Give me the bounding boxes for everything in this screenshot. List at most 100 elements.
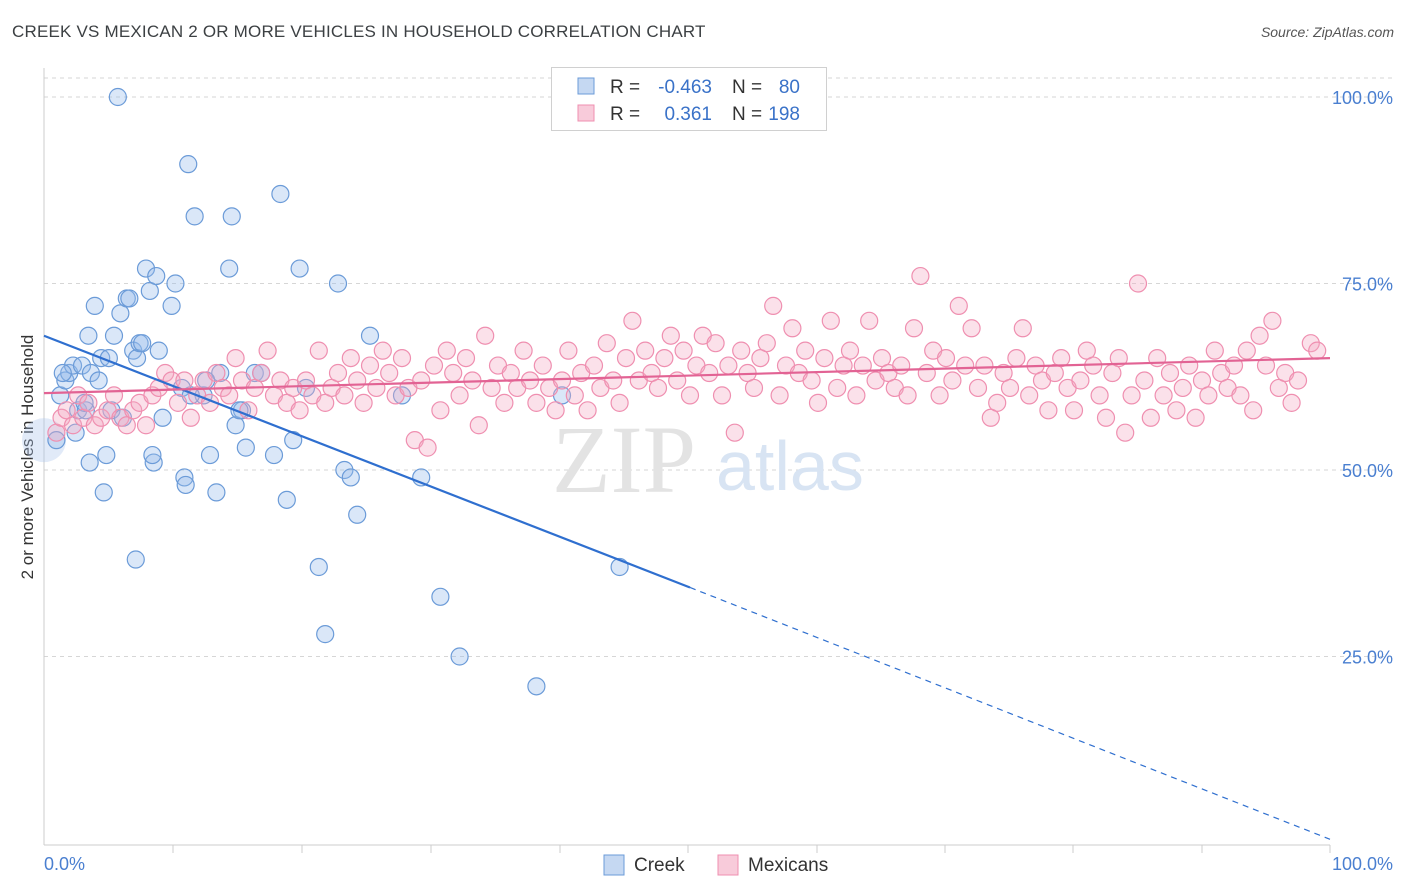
mexicans-point-45 xyxy=(328,363,348,383)
mexicans-point-84 xyxy=(578,401,597,420)
y-tick-label-50: 50.0% xyxy=(1342,461,1393,481)
chart-title: CREEK VS MEXICAN 2 OR MORE VEHICLES IN H… xyxy=(12,22,706,41)
watermark-zip: ZIP xyxy=(552,406,696,513)
creek-point-43 xyxy=(207,483,226,502)
mexicans-point-188 xyxy=(1244,401,1263,420)
creek-point-52 xyxy=(264,445,284,465)
y-tick-label-100: 100.0% xyxy=(1332,88,1393,108)
mexicans-point-107 xyxy=(725,423,744,442)
mexicans-point-65 xyxy=(456,349,476,368)
creek-point-8 xyxy=(76,401,95,420)
mexicans-point-113 xyxy=(764,296,783,315)
y-tick-label-25: 25.0% xyxy=(1342,648,1393,668)
mexicans-point-172 xyxy=(1141,408,1160,427)
mexicans-point-67 xyxy=(469,416,488,435)
mexicans-point-145 xyxy=(968,378,988,398)
creek-point-58 xyxy=(316,625,335,644)
mexicans-point-55 xyxy=(392,349,412,368)
mexicans-point-169 xyxy=(1122,386,1141,405)
mexicans-point-170 xyxy=(1128,274,1148,293)
mexicans-point-99 xyxy=(674,341,693,360)
mexicans-point-82 xyxy=(565,386,584,405)
legend-n-label-creek: N = xyxy=(732,77,762,98)
mexicans-point-125 xyxy=(840,341,860,360)
mexicans-point-174 xyxy=(1154,386,1173,405)
mexicans-point-150 xyxy=(1000,378,1020,398)
mexicans-point-21 xyxy=(175,371,194,390)
mexicans-point-128 xyxy=(860,311,879,330)
mexicans-point-50 xyxy=(360,356,380,375)
mexicans-point-100 xyxy=(680,386,700,405)
mexicans-point-148 xyxy=(988,393,1007,412)
mexicans-point-13 xyxy=(124,401,143,420)
legend-r-value-creek: -0.463 xyxy=(658,77,712,98)
mexicans-point-196 xyxy=(1301,334,1320,353)
creek-point-31 xyxy=(147,266,166,286)
mexicans-point-108 xyxy=(732,341,751,360)
trend-lines xyxy=(43,334,1331,840)
creek-point-12 xyxy=(89,371,108,390)
mexicans-point-95 xyxy=(648,378,668,398)
mexicans-point-53 xyxy=(380,363,399,383)
legend-swatch-mexicans xyxy=(577,104,595,122)
mexicans-point-28 xyxy=(220,386,239,405)
mexicans-trend-line xyxy=(43,357,1331,395)
creek-point-59 xyxy=(328,274,348,293)
mexicans-point-114 xyxy=(770,386,789,405)
mexicans-point-118 xyxy=(796,341,815,360)
mexicans-point-179 xyxy=(1186,408,1205,427)
series-legend: Creek Mexicans xyxy=(0,852,1406,878)
mexicans-point-87 xyxy=(597,334,616,353)
mexicans-point-137 xyxy=(917,363,936,383)
mexicans-point-81 xyxy=(559,341,578,360)
creek-point-46 xyxy=(222,207,241,226)
mexicans-point-186 xyxy=(1231,386,1250,405)
mexicans-point-133 xyxy=(892,356,911,375)
mexicans-point-15 xyxy=(136,416,156,435)
mexicans-point-39 xyxy=(290,401,309,420)
mexicans-point-181 xyxy=(1199,386,1218,405)
creek-point-15 xyxy=(97,445,116,465)
mexicans-point-134 xyxy=(898,386,917,405)
mexicans-point-79 xyxy=(546,401,565,420)
creek-point-23 xyxy=(120,289,139,308)
mexicans-point-34 xyxy=(258,341,277,360)
creek-point-60 xyxy=(335,460,354,480)
creek-point-33 xyxy=(153,408,172,427)
creek-point-74 xyxy=(126,550,145,569)
mexicans-point-116 xyxy=(783,319,802,338)
mexicans-point-167 xyxy=(1109,349,1128,368)
mexicans-point-10 xyxy=(104,386,124,405)
creek-point-57 xyxy=(309,557,328,577)
mexicans-point-119 xyxy=(802,371,821,390)
legend-n-value-mexicans: 198 xyxy=(768,104,800,125)
creek-point-37 xyxy=(175,468,194,487)
legend-n-label-mexicans: N = xyxy=(732,104,762,125)
mexicans-point-165 xyxy=(1096,408,1116,427)
mexicans-point-122 xyxy=(821,311,840,330)
mexicans-point-59 xyxy=(418,438,437,457)
creek-point-44 xyxy=(211,363,230,383)
mexicans-point-141 xyxy=(943,371,962,390)
mexicans-point-74 xyxy=(514,341,533,360)
mexicans-point-77 xyxy=(533,356,552,375)
mexicans-point-146 xyxy=(975,356,994,375)
mexicans-point-187 xyxy=(1237,341,1256,360)
mexicans-point-85 xyxy=(584,356,604,375)
creek-point-14 xyxy=(94,483,113,502)
creek-point-73 xyxy=(80,453,99,472)
axes: 2 or more Vehicles in Household xyxy=(18,68,1331,853)
creek-point-38 xyxy=(176,475,195,495)
mexicans-point-90 xyxy=(616,349,636,368)
creek-points xyxy=(22,87,629,696)
creek-point-19 xyxy=(108,87,127,107)
series-legend-swatch-mexicans xyxy=(717,854,739,876)
mexicans-point-110 xyxy=(744,378,764,398)
series-legend-label-mexicans: Mexicans xyxy=(748,855,828,876)
legend-r-label-creek: R = xyxy=(610,77,640,98)
creek-point-64 xyxy=(392,386,412,405)
creek-point-62 xyxy=(348,505,367,524)
mexicans-point-49 xyxy=(354,393,373,412)
mexicans-point-178 xyxy=(1180,356,1199,375)
mexicans-point-6 xyxy=(79,393,98,412)
